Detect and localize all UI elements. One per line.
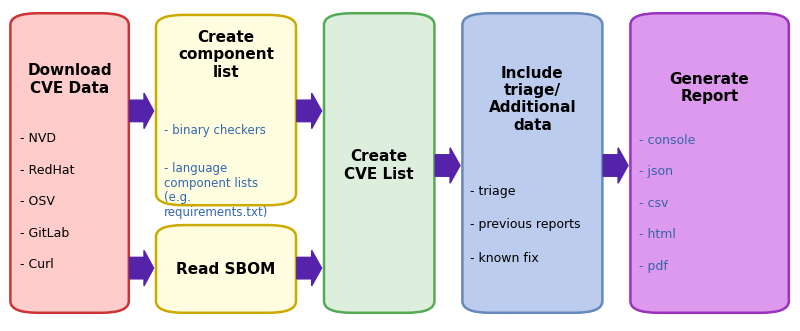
Text: - triage: - triage (470, 185, 515, 198)
Text: Create
CVE List: Create CVE List (344, 149, 414, 182)
Text: Read SBOM: Read SBOM (176, 262, 276, 277)
Text: - NVD: - NVD (20, 132, 56, 145)
Polygon shape (130, 250, 154, 286)
Text: - language
component lists
(e.g.
requirements.txt): - language component lists (e.g. require… (164, 162, 268, 219)
Text: - RedHat: - RedHat (20, 164, 74, 177)
Text: Download
CVE Data: Download CVE Data (27, 63, 112, 96)
Polygon shape (297, 93, 322, 129)
Text: - previous reports: - previous reports (470, 218, 581, 231)
FancyBboxPatch shape (10, 13, 129, 313)
FancyBboxPatch shape (156, 225, 296, 313)
Text: - OSV: - OSV (20, 195, 54, 208)
Text: Generate
Report: Generate Report (670, 71, 750, 104)
FancyBboxPatch shape (630, 13, 789, 313)
Text: Create
component
list: Create component list (178, 30, 274, 79)
Text: - binary checkers: - binary checkers (164, 124, 266, 137)
Text: - csv: - csv (639, 197, 669, 210)
Polygon shape (130, 93, 154, 129)
FancyBboxPatch shape (324, 13, 434, 313)
Text: - known fix: - known fix (470, 252, 539, 264)
Text: - json: - json (639, 166, 673, 178)
FancyBboxPatch shape (156, 15, 296, 205)
Text: Include
triage/
Additional
data: Include triage/ Additional data (489, 66, 576, 133)
Text: - Curl: - Curl (20, 258, 54, 271)
Text: - html: - html (639, 228, 676, 241)
Text: - pdf: - pdf (639, 260, 668, 273)
Text: - console: - console (639, 134, 695, 147)
Polygon shape (435, 148, 460, 183)
FancyBboxPatch shape (462, 13, 602, 313)
Text: - GitLab: - GitLab (20, 227, 69, 240)
Polygon shape (603, 148, 628, 183)
Polygon shape (297, 250, 322, 286)
